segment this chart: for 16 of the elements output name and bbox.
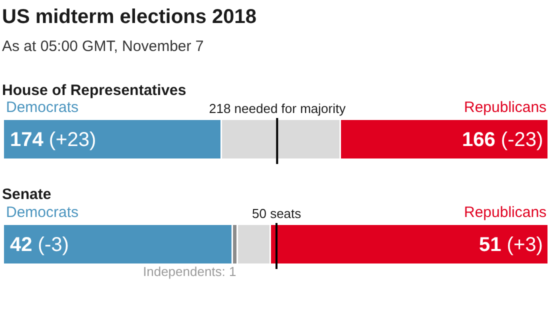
chart-title: Senate <box>2 186 52 203</box>
series-label: Republicans <box>464 99 547 116</box>
ref-line-label: 218 needed for majority <box>209 101 346 116</box>
text: As at 05:00 GMT, November 7 <box>2 38 204 55</box>
data-label: Independents: 1 <box>143 264 236 279</box>
ref-line-label: 50 seats <box>252 206 302 221</box>
data-label: 51 (+3) <box>479 234 543 256</box>
series-label: Democrats <box>6 204 79 221</box>
data-label: 42 (-3) <box>10 234 69 256</box>
chart-title: House of Representatives <box>2 82 186 99</box>
text: US midterm elections 2018 <box>2 6 257 28</box>
series-label: Democrats <box>6 99 79 116</box>
bar <box>4 225 233 265</box>
data-label: 166 (-23) <box>462 129 544 151</box>
data-label: 174 (+23) <box>10 129 96 151</box>
series-label: Republicans <box>464 204 547 221</box>
